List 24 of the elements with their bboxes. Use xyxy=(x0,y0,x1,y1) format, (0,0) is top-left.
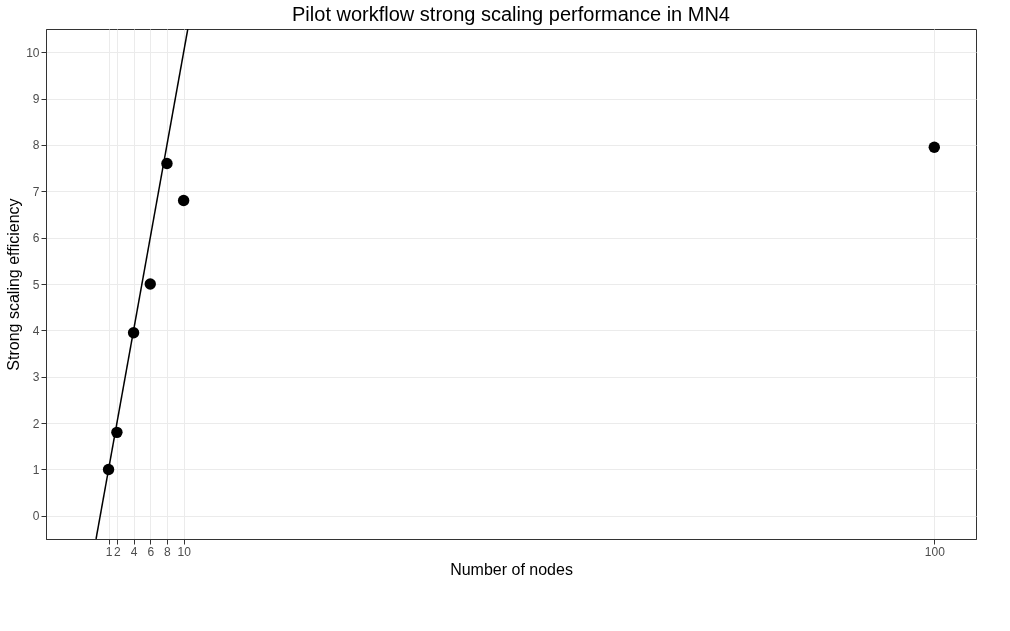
y-tick-label: 9 xyxy=(32,92,40,107)
y-tick-label: 7 xyxy=(32,184,40,199)
y-tick-label: 4 xyxy=(32,323,40,338)
x-axis-title: Number of nodes xyxy=(450,560,573,578)
x-tick-label: 10 xyxy=(177,544,192,559)
y-tick-label: 5 xyxy=(32,277,40,292)
y-tick-label: 3 xyxy=(32,370,40,385)
y-tick-label: 2 xyxy=(32,416,40,431)
point xyxy=(177,194,190,207)
y-tick-label: 8 xyxy=(32,138,40,153)
x-tick-label: 1 xyxy=(105,544,113,559)
y-tick-label: 10 xyxy=(26,45,40,60)
point xyxy=(144,278,156,290)
x-tick-label: 8 xyxy=(164,544,172,559)
y-axis-title: Strong scaling efficiency xyxy=(5,198,23,371)
x-tick-label: 2 xyxy=(114,544,122,559)
y-tick-label: 6 xyxy=(32,231,40,246)
chart-title: Pilot workflow strong scaling performance in MN4 xyxy=(292,3,730,25)
x-tick-label: 4 xyxy=(130,544,138,559)
y-tick-label: 1 xyxy=(32,462,40,477)
point xyxy=(928,141,940,153)
x-tick-label: 100 xyxy=(924,544,946,559)
y-tick-label: 0 xyxy=(32,509,40,524)
x-tick-label: 6 xyxy=(147,544,155,559)
